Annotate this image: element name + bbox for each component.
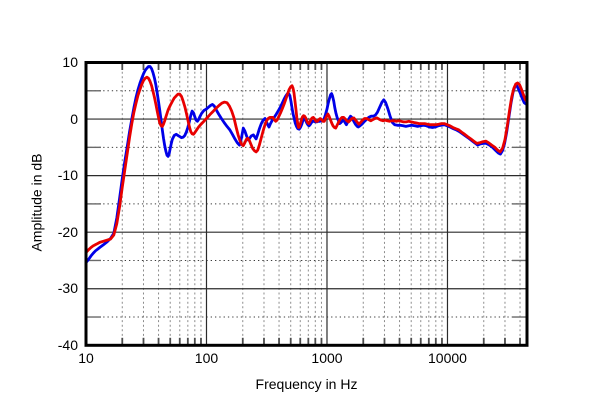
x-tick-label: 1000 xyxy=(311,350,343,366)
y-tick-label: -40 xyxy=(57,336,78,353)
blue-trace xyxy=(84,65,528,265)
x-tick-label: 100 xyxy=(194,350,219,366)
x-tick-label: 10000 xyxy=(428,350,467,366)
red-trace xyxy=(84,75,529,254)
y-tick-label: 0 xyxy=(70,110,78,127)
y-tick-label: -20 xyxy=(57,223,78,240)
plot-frame xyxy=(84,61,529,347)
x-tick-label: 10 xyxy=(78,350,94,366)
y-tick-label: -10 xyxy=(57,167,78,184)
y-axis-title: Amplitude in dB xyxy=(28,153,45,252)
y-tick-label: 10 xyxy=(62,54,78,70)
x-axis-title: Frequency in Hz xyxy=(255,376,358,392)
y-tick-label: -30 xyxy=(57,280,78,297)
